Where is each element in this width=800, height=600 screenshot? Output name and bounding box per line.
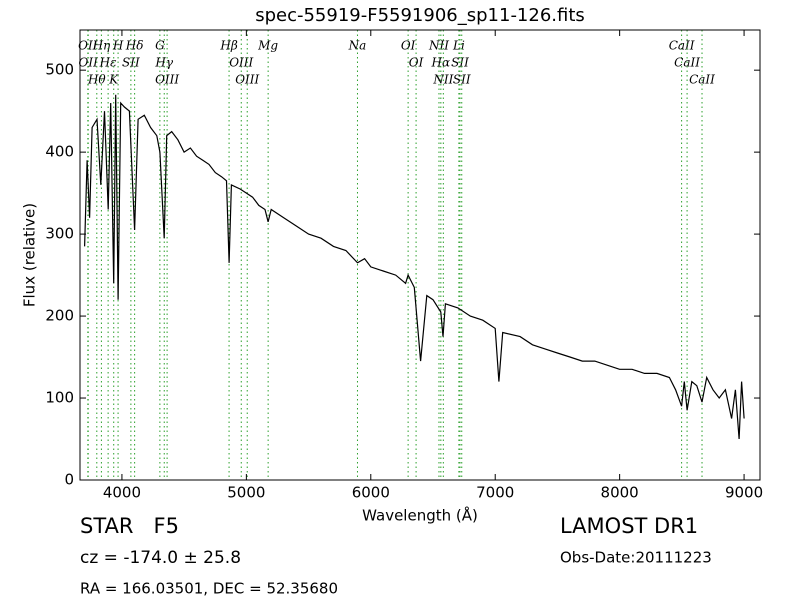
spectral-line-label: OI <box>401 39 416 53</box>
x-tick-label: 8000 <box>601 484 639 502</box>
x-tick-label: 7000 <box>476 484 514 502</box>
survey: LAMOST DR1 <box>560 514 698 538</box>
spectral-line-label: NII <box>432 73 453 87</box>
coordinates: RA = 166.03501, DEC = 52.35680 <box>80 580 338 598</box>
x-tick-label: 5000 <box>227 484 265 502</box>
x-axis-label: Wavelength (Å) <box>362 506 478 525</box>
spectral-line-label: SII <box>451 56 469 70</box>
spectral-line-label: Na <box>348 39 367 53</box>
spectral-line-label: Hδ <box>125 39 144 53</box>
spectral-line-label: OIII <box>229 56 253 70</box>
spectral-line-label: OIII <box>235 73 259 87</box>
star-class: STAR F5 <box>80 514 179 538</box>
spectral-line-label: G <box>155 39 165 53</box>
plot-frame <box>79 29 761 481</box>
spectral-line-label: Hβ <box>219 39 237 53</box>
spectral-line-label: K <box>108 73 119 87</box>
spectral-line-label: CaII <box>669 39 695 53</box>
x-tick-label: 9000 <box>725 484 763 502</box>
spectral-line-label: CaII <box>689 73 715 87</box>
y-tick-label: 300 <box>45 225 74 243</box>
spectral-line-label: NII <box>428 39 449 53</box>
chart-title: spec-55919-F5591906_sp11-126.fits <box>255 5 585 26</box>
y-tick-label: 400 <box>45 143 74 161</box>
spectral-line-label: Hα <box>431 56 451 70</box>
y-tick-label: 0 <box>64 471 74 489</box>
x-tick-label: 6000 <box>352 484 390 502</box>
spectral-line-label: Hη <box>92 39 111 53</box>
redshift: cz = -174.0 ± 25.8 <box>80 548 241 568</box>
y-axis-label: Flux (relative) <box>21 203 39 307</box>
y-tick-label: 100 <box>45 389 74 407</box>
spectral-line-label: OIII <box>155 73 179 87</box>
spectral-line-label: H <box>112 39 124 53</box>
spectrum-line <box>84 94 745 440</box>
spectral-line-label: SII <box>122 56 140 70</box>
spectral-line-label: Hε <box>99 56 117 70</box>
y-tick-label: 500 <box>45 61 74 79</box>
spectral-line-label: OII <box>78 39 98 53</box>
spectral-line-label: OI <box>409 56 424 70</box>
spectral-line-label: SII <box>453 73 471 87</box>
spectral-line-label: Mg <box>257 39 278 53</box>
spectral-line-label: Li <box>452 39 465 53</box>
spectral-line-label: Hγ <box>154 56 173 70</box>
spectral-line-label: Hθ <box>87 73 106 87</box>
y-tick-label: 200 <box>45 307 74 325</box>
obs-date: Obs-Date:20111223 <box>560 549 712 567</box>
x-tick-label: 4000 <box>103 484 141 502</box>
spectral-line-label: OII <box>79 56 99 70</box>
spectral-line-label: CaII <box>674 56 700 70</box>
